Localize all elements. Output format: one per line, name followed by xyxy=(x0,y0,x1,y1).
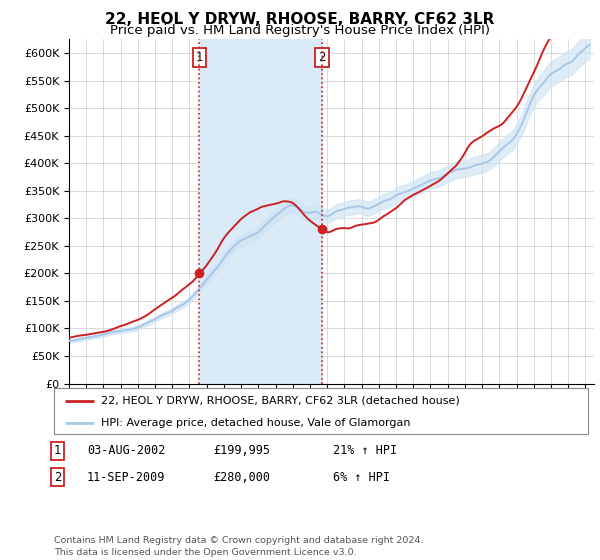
Text: 22, HEOL Y DRYW, RHOOSE, BARRY, CF62 3LR (detached house): 22, HEOL Y DRYW, RHOOSE, BARRY, CF62 3LR… xyxy=(101,396,460,406)
FancyBboxPatch shape xyxy=(54,388,588,434)
Bar xyxy=(199,39,322,384)
Text: 2: 2 xyxy=(318,52,326,64)
Text: HPI: Average price, detached house, Vale of Glamorgan: HPI: Average price, detached house, Vale… xyxy=(101,418,410,427)
Text: 6% ↑ HPI: 6% ↑ HPI xyxy=(333,470,390,484)
Text: 03-AUG-2002: 03-AUG-2002 xyxy=(87,444,166,458)
Text: 2: 2 xyxy=(54,470,62,484)
Text: 11-SEP-2009: 11-SEP-2009 xyxy=(87,470,166,484)
Text: £199,995: £199,995 xyxy=(213,444,270,458)
Text: 1: 1 xyxy=(54,444,62,458)
Text: 21% ↑ HPI: 21% ↑ HPI xyxy=(333,444,397,458)
Text: Contains HM Land Registry data © Crown copyright and database right 2024.
This d: Contains HM Land Registry data © Crown c… xyxy=(54,536,424,557)
Text: 22, HEOL Y DRYW, RHOOSE, BARRY, CF62 3LR: 22, HEOL Y DRYW, RHOOSE, BARRY, CF62 3LR xyxy=(106,12,494,27)
Text: £280,000: £280,000 xyxy=(213,470,270,484)
Text: Price paid vs. HM Land Registry's House Price Index (HPI): Price paid vs. HM Land Registry's House … xyxy=(110,24,490,37)
Text: 1: 1 xyxy=(196,52,203,64)
